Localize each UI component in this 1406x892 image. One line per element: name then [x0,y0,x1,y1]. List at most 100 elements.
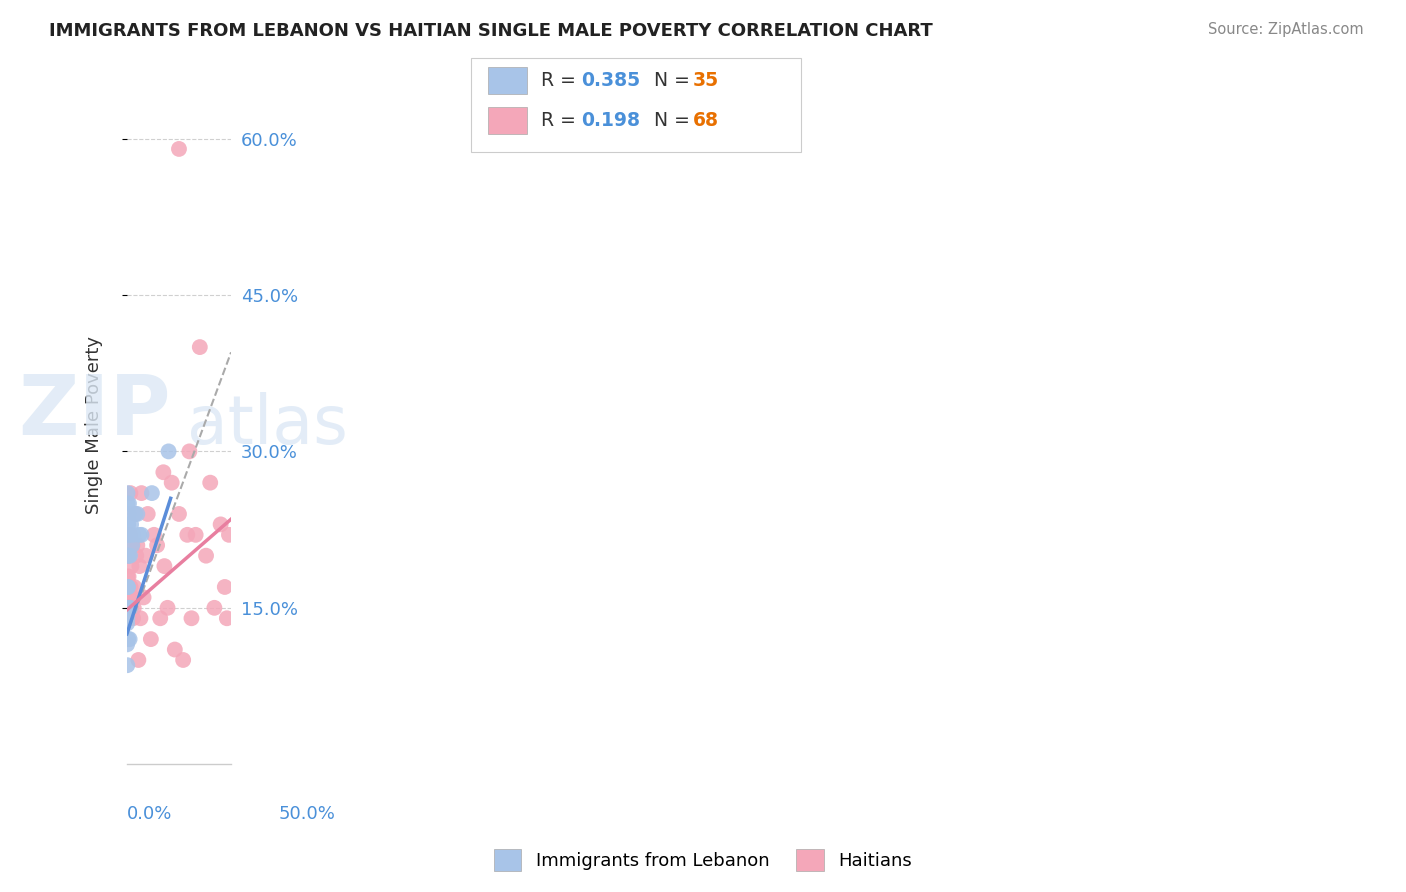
Point [117,580,139,594]
Point [118,497,141,511]
Y-axis label: Single Male Poverty: Single Male Poverty [86,336,103,515]
Point [118,549,141,563]
Point [118,611,141,625]
Point [163,642,186,657]
Text: R =: R = [541,111,582,130]
Point [117,580,139,594]
Point [143,528,166,542]
Text: ZIP: ZIP [18,371,170,452]
Point [125,549,148,563]
Point [122,580,145,594]
Point [120,580,142,594]
Point [118,528,141,542]
Text: 0.198: 0.198 [581,111,640,130]
Point [120,528,142,542]
Text: 35: 35 [693,70,720,90]
Point [121,591,143,605]
Point [117,569,139,583]
Text: N =: N = [654,70,696,90]
Point [139,632,162,646]
Point [124,507,146,521]
Point [118,611,141,625]
Point [117,580,139,594]
Text: 68: 68 [693,111,718,130]
Point [117,611,139,625]
Point [118,549,141,563]
Point [122,611,145,625]
Point [167,142,190,156]
Point [152,465,174,479]
Point [157,444,180,458]
Point [141,486,163,500]
Point [117,528,139,542]
Point [117,517,139,532]
Point [117,517,139,532]
Point [117,632,139,646]
Point [117,528,139,542]
Point [120,517,142,532]
Point [117,497,139,511]
Point [195,549,218,563]
Point [129,611,152,625]
Point [117,549,139,563]
Text: Source: ZipAtlas.com: Source: ZipAtlas.com [1208,22,1364,37]
Point [122,528,145,542]
Point [146,538,169,552]
Point [136,507,159,521]
Text: 0.385: 0.385 [581,70,640,90]
Point [121,538,143,552]
Point [118,549,141,563]
Point [180,611,202,625]
Point [118,580,141,594]
Text: 0.0%: 0.0% [127,805,173,823]
Point [188,340,211,354]
Point [117,549,139,563]
Point [117,580,139,594]
Point [127,538,149,552]
Point [121,538,143,552]
Point [209,517,232,532]
Point [117,600,139,615]
Point [127,507,149,521]
Text: atlas: atlas [187,392,349,458]
Point [118,528,141,542]
Point [117,658,139,673]
Point [120,600,142,615]
Point [117,549,139,563]
Point [117,611,139,625]
Text: 50.0%: 50.0% [278,805,335,823]
Point [179,444,201,458]
Point [117,600,139,615]
Legend: Immigrants from Lebanon, Haitians: Immigrants from Lebanon, Haitians [486,842,920,879]
Point [115,616,138,631]
Point [118,600,141,615]
Point [117,600,139,615]
Text: R =: R = [541,70,582,90]
Point [118,632,141,646]
Text: N =: N = [654,111,696,130]
Point [115,637,138,651]
Point [115,580,138,594]
Point [117,528,139,542]
Point [121,559,143,574]
Point [117,580,139,594]
Point [117,549,139,563]
Point [131,528,153,542]
Point [160,475,183,490]
Point [153,559,176,574]
Point [117,611,139,625]
Point [117,580,139,594]
Point [117,600,139,615]
Point [117,486,139,500]
Point [117,569,139,583]
Point [127,653,149,667]
Point [200,475,222,490]
Point [202,600,225,615]
Point [117,600,139,615]
Point [120,600,142,615]
Point [167,507,190,521]
Point [176,528,198,542]
Point [120,486,142,500]
Point [214,580,236,594]
Point [184,528,207,542]
